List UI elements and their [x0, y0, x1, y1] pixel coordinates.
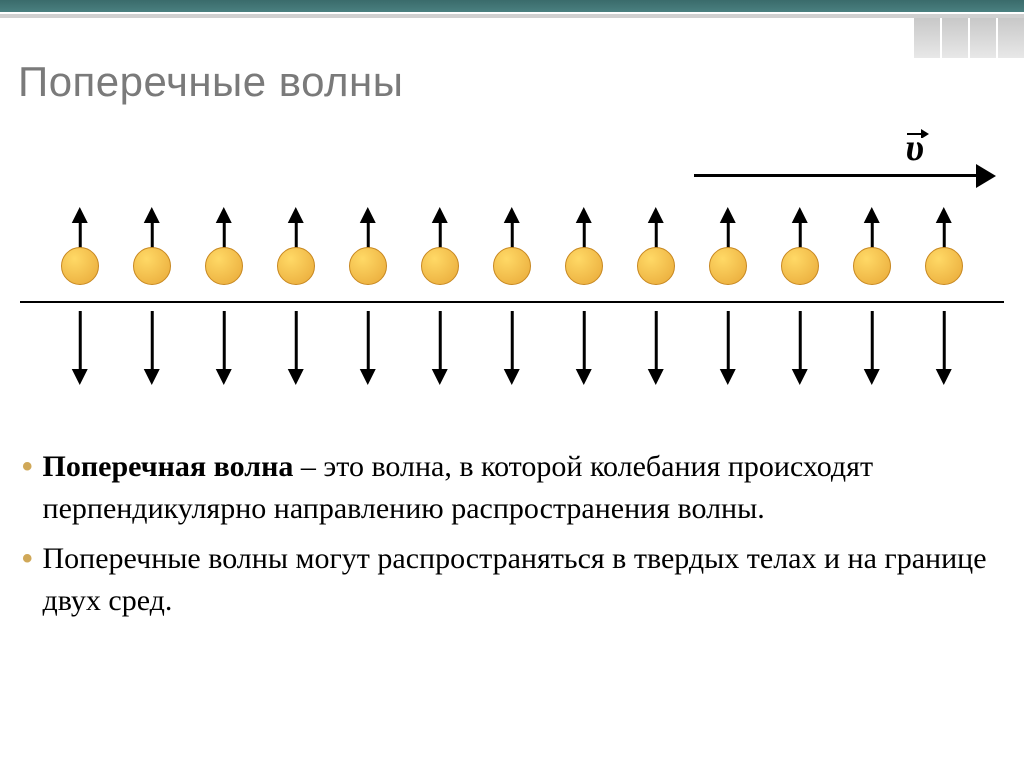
- oscillation-arrow-down: [511, 311, 514, 371]
- particle: [277, 247, 315, 285]
- definition-term: Поперечная волна: [43, 450, 294, 483]
- particle: [637, 247, 675, 285]
- particle: [565, 247, 603, 285]
- particle-group: [852, 161, 892, 371]
- ornament-block: [970, 18, 996, 58]
- particle-group: [492, 161, 532, 371]
- transverse-wave-diagram: υ: [0, 126, 1024, 406]
- particle: [61, 247, 99, 285]
- particle: [781, 247, 819, 285]
- particle-row: [60, 126, 964, 406]
- particle: [133, 247, 171, 285]
- particle: [421, 247, 459, 285]
- slide-top-bar: [0, 0, 1024, 12]
- velocity-arrow-head: [976, 164, 996, 188]
- particle-group: [348, 161, 388, 371]
- particle-group: [276, 161, 316, 371]
- slide-ornament: [914, 18, 1024, 58]
- ornament-block: [942, 18, 968, 58]
- oscillation-arrow-down: [943, 311, 946, 371]
- oscillation-arrow-down: [151, 311, 154, 371]
- particle-group: [60, 161, 100, 371]
- oscillation-arrow-down: [439, 311, 442, 371]
- oscillation-arrow-down: [79, 311, 82, 371]
- bullet-statement: • Поперечные волны могут распространятьс…: [22, 538, 1002, 622]
- particle-group: [636, 161, 676, 371]
- oscillation-arrow-down: [871, 311, 874, 371]
- bullet-icon: •: [22, 538, 33, 580]
- definition-text: Поперечная волна – это волна, в которой …: [43, 446, 1002, 530]
- ornament-block: [914, 18, 940, 58]
- particle-group: [420, 161, 460, 371]
- particle-group: [132, 161, 172, 371]
- particle: [205, 247, 243, 285]
- oscillation-arrow-down: [295, 311, 298, 371]
- particle-group: [564, 161, 604, 371]
- statement-text: Поперечные волны могут распространяться …: [43, 538, 1002, 622]
- oscillation-arrow-down: [655, 311, 658, 371]
- particle-group: [204, 161, 244, 371]
- particle: [853, 247, 891, 285]
- particle: [925, 247, 963, 285]
- particle-group: [708, 161, 748, 371]
- particle: [493, 247, 531, 285]
- bullet-icon: •: [22, 446, 33, 488]
- particle-group: [924, 161, 964, 371]
- ornament-block: [998, 18, 1024, 58]
- oscillation-arrow-down: [223, 311, 226, 371]
- particle-group: [780, 161, 820, 371]
- slide-body: • Поперечная волна – это волна, в которо…: [0, 406, 1024, 622]
- slide-title: Поперечные волны: [0, 18, 1024, 106]
- particle: [349, 247, 387, 285]
- oscillation-arrow-down: [727, 311, 730, 371]
- oscillation-arrow-down: [367, 311, 370, 371]
- oscillation-arrow-down: [799, 311, 802, 371]
- oscillation-arrow-down: [583, 311, 586, 371]
- particle: [709, 247, 747, 285]
- bullet-definition: • Поперечная волна – это волна, в которо…: [22, 446, 1002, 530]
